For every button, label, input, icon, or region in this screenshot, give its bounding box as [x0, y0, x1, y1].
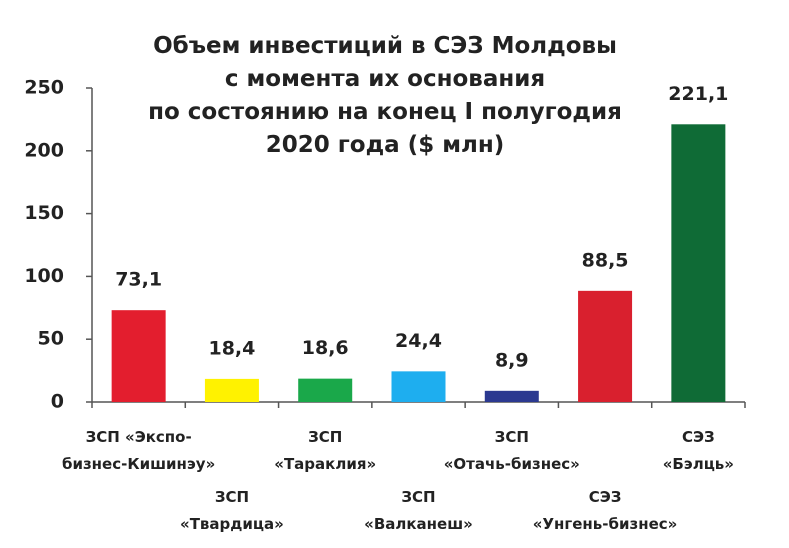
y-tick-label: 250: [24, 77, 64, 99]
y-tick-label: 100: [24, 265, 64, 287]
value-label: 18,4: [208, 337, 255, 359]
x-tick-label: ЗСП «Экспо- бизнес-Кишинэу»: [61, 428, 216, 473]
bar: [204, 378, 259, 402]
y-tick-label: 50: [38, 328, 64, 350]
bar: [484, 390, 539, 402]
bar: [391, 371, 446, 402]
bar: [298, 378, 353, 402]
bar: [578, 290, 633, 402]
value-label: 73,1: [115, 269, 162, 291]
value-label: 8,9: [495, 349, 529, 371]
x-tick-label: СЭЗ «Унгень-бизнес»: [532, 488, 678, 533]
x-tick-label: ЗСП «Валканеш»: [364, 488, 473, 533]
bar: [111, 310, 166, 402]
value-label: 24,4: [395, 330, 442, 352]
x-tick-label: ЗСП «Тараклия»: [274, 428, 377, 473]
y-tick-label: 0: [51, 391, 64, 413]
chart-title: Объем инвестиций в СЭЗ Молдовы с момента…: [148, 33, 622, 158]
value-label: 18,6: [302, 337, 349, 359]
y-tick-label: 200: [24, 139, 64, 161]
value-label: 88,5: [582, 249, 629, 271]
x-tick-label: ЗСП «Отачь-бизнес»: [443, 428, 580, 473]
value-label: 221,1: [668, 83, 728, 105]
bar: [671, 124, 726, 402]
y-tick-label: 150: [24, 202, 64, 224]
x-tick-label: ЗСП «Твардица»: [180, 488, 284, 533]
x-tick-label: СЭЗ «Бэлць»: [662, 428, 734, 473]
